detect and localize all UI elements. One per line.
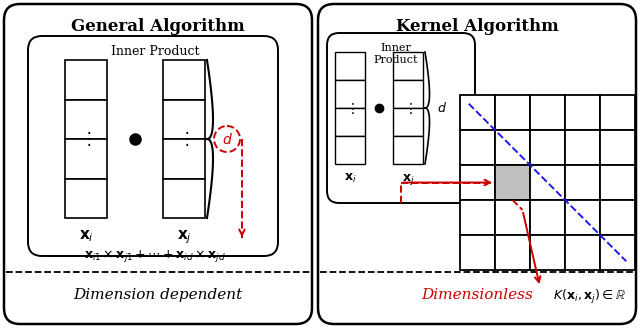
- Bar: [460, 235, 495, 270]
- Text: $\mathbf{x}_{i1}\times\mathbf{x}_{j1}+\cdots+\mathbf{x}_{id}\times\mathbf{x}_{jd: $\mathbf{x}_{i1}\times\mathbf{x}_{j1}+\c…: [84, 248, 226, 264]
- Bar: [65, 179, 107, 218]
- Bar: [565, 130, 600, 165]
- Bar: [530, 200, 565, 235]
- Bar: [335, 52, 365, 80]
- Bar: [565, 235, 600, 270]
- Text: Inner
Product: Inner Product: [374, 43, 419, 65]
- Bar: [565, 200, 600, 235]
- Bar: [335, 80, 365, 108]
- Bar: [600, 235, 635, 270]
- Text: $\mathbf{x}_i$: $\mathbf{x}_i$: [344, 172, 356, 185]
- Bar: [335, 108, 365, 136]
- Bar: [600, 130, 635, 165]
- Text: $K(\mathbf{x}_i, \mathbf{x}_j) \in \mathbb{R}$: $K(\mathbf{x}_i, \mathbf{x}_j) \in \math…: [553, 288, 626, 306]
- Bar: [393, 52, 423, 80]
- Bar: [495, 200, 530, 235]
- Bar: [495, 165, 530, 200]
- Bar: [495, 235, 530, 270]
- Text: $\vdots$: $\vdots$: [403, 101, 413, 115]
- Text: $\mathbf{x}_j$: $\mathbf{x}_j$: [177, 228, 191, 246]
- Text: Kernel Algorithm: Kernel Algorithm: [396, 18, 558, 35]
- Text: $\vdots$: $\vdots$: [179, 129, 189, 148]
- Bar: [530, 235, 565, 270]
- Bar: [393, 136, 423, 164]
- Text: $\vdots$: $\vdots$: [345, 101, 355, 115]
- Text: $\mathbf{x}_j$: $\mathbf{x}_j$: [402, 172, 414, 187]
- Bar: [565, 95, 600, 130]
- Bar: [393, 80, 423, 108]
- Text: $\mathbf{x}_i$: $\mathbf{x}_i$: [79, 228, 93, 244]
- Text: $d$: $d$: [437, 101, 447, 115]
- Bar: [530, 95, 565, 130]
- Bar: [495, 130, 530, 165]
- Bar: [460, 130, 495, 165]
- Bar: [495, 95, 530, 130]
- Bar: [460, 200, 495, 235]
- Bar: [460, 165, 495, 200]
- Bar: [393, 108, 423, 136]
- Text: Inner Product: Inner Product: [111, 45, 199, 58]
- Text: $d$: $d$: [221, 133, 232, 148]
- Bar: [65, 139, 107, 179]
- Bar: [600, 200, 635, 235]
- Bar: [163, 139, 205, 179]
- Bar: [163, 60, 205, 100]
- Bar: [600, 95, 635, 130]
- Bar: [600, 165, 635, 200]
- Bar: [530, 130, 565, 165]
- Bar: [65, 100, 107, 139]
- Bar: [335, 136, 365, 164]
- Text: General Algorithm: General Algorithm: [71, 18, 245, 35]
- Bar: [460, 95, 495, 130]
- Text: Dimensionless: Dimensionless: [421, 288, 533, 302]
- Bar: [65, 60, 107, 100]
- Text: Dimension dependent: Dimension dependent: [74, 288, 243, 302]
- Text: $\vdots$: $\vdots$: [81, 129, 92, 148]
- Bar: [530, 165, 565, 200]
- Bar: [163, 100, 205, 139]
- Bar: [163, 179, 205, 218]
- Bar: [565, 165, 600, 200]
